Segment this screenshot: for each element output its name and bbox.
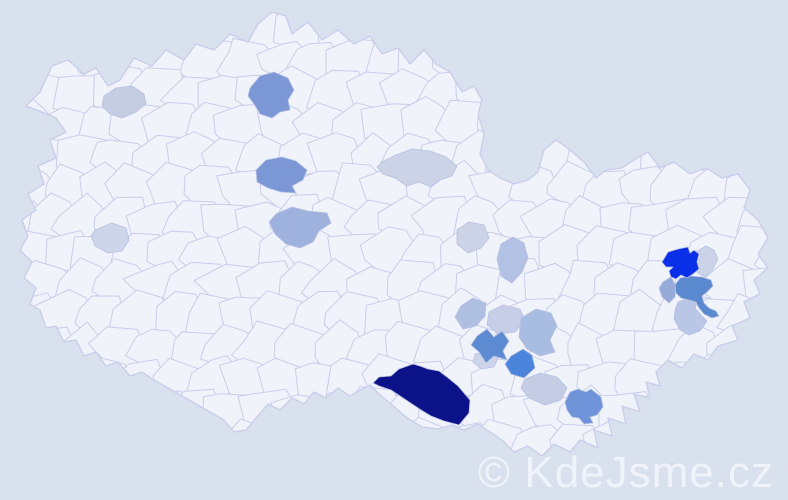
map-region-r17: [564, 388, 604, 425]
map-region-r03: [255, 156, 308, 194]
map-region-r20: [658, 276, 677, 304]
map-region-r18: [661, 246, 700, 280]
map-region-r11: [470, 328, 510, 364]
country-outline: [19, 11, 769, 457]
map-region-r14: [504, 348, 536, 379]
map-region-r16: [372, 363, 471, 426]
map-region-r04: [268, 206, 332, 249]
map-region-r08: [496, 236, 529, 284]
map-region-r19: [674, 275, 720, 319]
map-region-r07: [456, 221, 490, 254]
map-region-r01: [101, 85, 147, 119]
map-region-r09: [454, 297, 487, 330]
map-region-r02: [247, 71, 295, 119]
shaded-districts: [90, 71, 720, 426]
map-region-r06: [376, 148, 458, 188]
map-region-r15: [520, 372, 568, 406]
site-watermark: © KdeJsme.cz: [477, 448, 774, 497]
map-region-r13: [518, 308, 558, 357]
map-region-r05: [90, 222, 130, 254]
